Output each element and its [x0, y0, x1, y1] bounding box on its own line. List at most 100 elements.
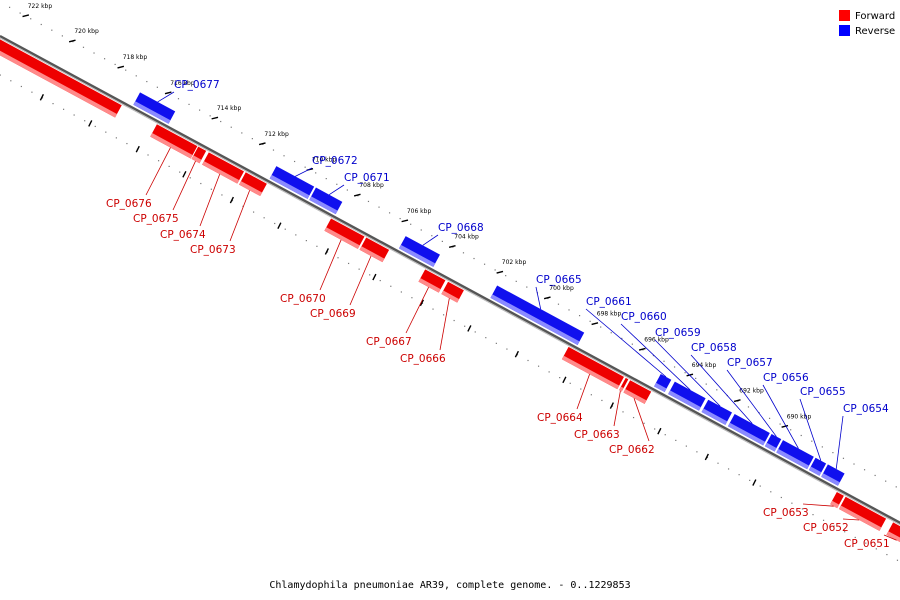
scale-dot — [547, 297, 549, 300]
scale-dot — [483, 263, 486, 265]
gene-label: CP_0662 — [609, 444, 655, 456]
lower-major-tick — [88, 120, 93, 127]
gene-label: CP_0653 — [763, 507, 809, 519]
scale-dot — [82, 46, 85, 48]
lower-major-tick — [135, 145, 140, 153]
gene-label: CP_0660 — [621, 311, 667, 323]
gene-leader-line — [576, 374, 590, 410]
gene-block-cp_0656 — [776, 440, 814, 470]
lower-major-tick — [182, 171, 187, 178]
gene-body — [821, 464, 845, 486]
gene-leader-line — [762, 384, 799, 449]
scale-dot — [41, 97, 44, 99]
scale-dot — [230, 126, 232, 128]
scale-dot — [40, 23, 42, 26]
scale-dot — [749, 479, 751, 481]
kbp-ticks: 722 kbp 720 kbp 718 kbp 716 kbp 714 kbp 712 k… — [22, 3, 811, 428]
major-tick — [543, 296, 551, 300]
gene-leader-line — [799, 398, 822, 461]
gene-block-cp_0655 — [808, 457, 827, 476]
scale-dot — [452, 246, 454, 248]
scale-dot — [336, 183, 338, 185]
scale-dot — [747, 406, 750, 408]
gene-body — [561, 346, 624, 390]
gene-shading — [490, 294, 580, 345]
scale-dot — [631, 343, 633, 345]
gene-leader-line — [145, 147, 171, 196]
scale-dot — [516, 354, 519, 356]
gene-block-cp_0665 — [490, 285, 585, 345]
gene-shading — [654, 382, 667, 393]
scale-dot — [854, 536, 856, 539]
scale-dot — [569, 382, 571, 384]
gene-block-cp_0673 — [239, 172, 267, 197]
scale-dot — [431, 235, 433, 237]
kbp-tick-label: 720 kbp — [74, 28, 99, 35]
gene-body — [441, 281, 464, 303]
scale-dot — [31, 91, 33, 93]
gene-shading — [202, 161, 240, 184]
scale-dot — [696, 451, 698, 453]
scale-dot — [875, 548, 877, 550]
legend: Forward Reverse — [839, 10, 895, 37]
scale-dot — [93, 52, 95, 54]
lower-major-tick — [372, 273, 377, 281]
gene-shading — [668, 390, 701, 411]
gene-label: CP_0675 — [133, 213, 179, 225]
major-tick — [117, 65, 125, 69]
major-tick — [638, 347, 646, 351]
lower-major-tick — [39, 93, 45, 101]
gene-shading — [776, 448, 810, 470]
gene-shading — [269, 174, 310, 199]
gene-leader-line — [229, 190, 251, 242]
lower-major-tick — [467, 325, 472, 332]
gene-block-cp_0675 — [191, 146, 207, 164]
scale-dot — [10, 80, 12, 82]
gene-body — [0, 39, 122, 118]
gene-body — [359, 237, 390, 263]
gene-leader-line — [422, 234, 439, 246]
gene-leader-line — [620, 323, 691, 391]
scale-dot — [527, 359, 529, 362]
gene-label: CP_0673 — [190, 244, 236, 256]
scale-dot — [812, 514, 814, 516]
scale-dot — [72, 41, 74, 43]
scale-dot — [800, 434, 802, 437]
scale-dot — [822, 519, 825, 521]
gene-block-cp_0663 — [619, 377, 629, 392]
gene-block-cp_0660 — [668, 381, 706, 411]
lower-major-tick — [514, 350, 519, 358]
gene-leader-line — [349, 255, 372, 306]
scale-dot — [706, 456, 709, 459]
gene-shading — [727, 422, 766, 446]
major-tick — [781, 424, 789, 428]
gene-block-cp_0670 — [324, 218, 365, 249]
scale-dot — [675, 439, 677, 442]
scale-dot — [590, 394, 592, 396]
scale-dot — [262, 143, 264, 145]
scale-dot — [305, 240, 307, 242]
scale-dot — [125, 69, 127, 71]
scale-dot — [601, 399, 603, 402]
scale-dot — [221, 194, 223, 196]
scale-dot — [105, 131, 107, 133]
gene-label: CP_0677 — [174, 79, 220, 91]
gene-body — [133, 92, 176, 124]
backbone-shadow — [0, 37, 900, 526]
gene-block-cp_0669 — [359, 237, 390, 263]
scale-dot — [600, 326, 602, 328]
scale-dot — [210, 188, 212, 190]
scale-dot — [263, 217, 265, 219]
scale-dot — [156, 86, 158, 88]
gene-body — [727, 413, 770, 446]
scale-dot — [515, 280, 517, 282]
scale-dot — [200, 182, 202, 185]
scale-dot — [114, 63, 116, 66]
gene-block-cp_0652 — [838, 496, 887, 531]
scale-dot — [347, 262, 350, 265]
gene-block-cp_0658 — [727, 413, 770, 446]
scale-dot — [643, 422, 645, 424]
scale-dot — [20, 85, 22, 88]
gene-body — [668, 381, 706, 411]
